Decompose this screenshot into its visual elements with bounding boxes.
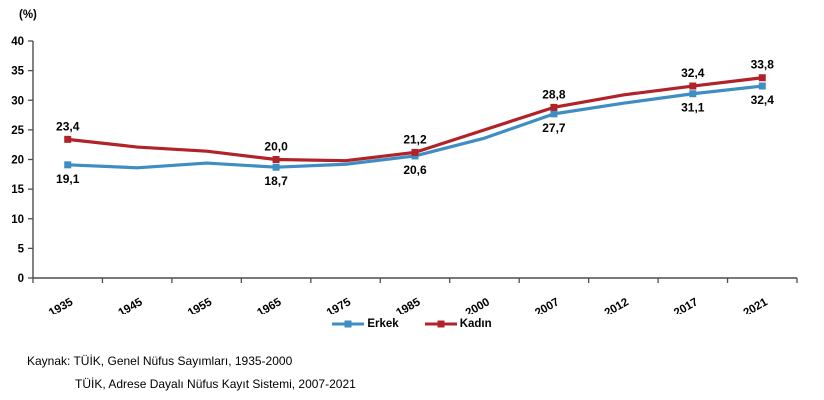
data-label-erkek: 20,6 <box>403 163 427 177</box>
legend-item-kadin: Kadın <box>424 318 492 330</box>
data-label-erkek: 19,1 <box>56 172 80 186</box>
x-axis-tick-label: 1985 <box>394 296 423 314</box>
x-axis-tick-label: 1965 <box>255 296 284 314</box>
series-marker-kadin <box>550 103 558 111</box>
y-axis-unit-label: (%) <box>19 9 37 21</box>
y-axis-tick-label: 10 <box>11 214 24 226</box>
chart-legend: Erkek Kadın <box>0 318 824 330</box>
series-marker-erkek <box>411 152 419 160</box>
legend-item-erkek: Erkek <box>332 318 399 330</box>
x-axis-tick-label: 2021 <box>742 296 771 314</box>
data-label-kadin: 23,4 <box>56 119 80 133</box>
series-marker-kadin <box>272 156 280 163</box>
x-axis-tick-label: 2017 <box>672 296 700 314</box>
y-axis-tick-label: 15 <box>11 184 24 196</box>
data-label-kadin: 28,8 <box>542 87 566 101</box>
legend-label-erkek: Erkek <box>367 318 399 330</box>
source-note: Kaynak: TÜİK, Genel Nüfus Sayımları, 193… <box>27 350 356 396</box>
y-axis-tick-label: 0 <box>18 273 24 285</box>
source-line-2: TÜİK, Adrese Dayalı Nüfus Kayıt Sistemi,… <box>75 377 356 391</box>
series-marker-erkek <box>64 161 72 169</box>
data-label-erkek: 31,1 <box>681 101 705 115</box>
data-label-kadin: 32,4 <box>681 66 705 80</box>
x-axis-tick-label: 1955 <box>186 296 215 314</box>
legend-swatch-erkek <box>332 320 365 328</box>
series-marker-kadin <box>64 135 72 143</box>
series-marker-kadin <box>758 74 766 82</box>
data-label-erkek: 18,7 <box>264 174 288 188</box>
source-line-1: Kaynak: TÜİK, Genel Nüfus Sayımları, 193… <box>27 354 293 368</box>
legend-swatch-kadin <box>424 320 457 328</box>
y-axis-tick-label: 5 <box>18 243 25 255</box>
data-label-kadin: 20,0 <box>264 140 288 154</box>
series-marker-kadin <box>689 82 697 90</box>
data-label-erkek: 32,4 <box>751 93 775 107</box>
y-axis-tick-label: 25 <box>11 125 24 137</box>
series-marker-erkek <box>550 110 558 118</box>
series-marker-erkek <box>758 82 766 90</box>
series-marker-erkek <box>272 163 280 171</box>
data-label-erkek: 27,7 <box>542 121 566 135</box>
x-axis-tick-label: 1945 <box>117 296 146 314</box>
x-axis-tick-label: 2000 <box>464 296 492 314</box>
x-axis-tick-label: 1975 <box>325 296 354 314</box>
x-axis-tick-label: 1935 <box>47 296 76 314</box>
series-line-kadin <box>66 76 764 163</box>
data-label-kadin: 21,2 <box>403 132 427 146</box>
series-marker-kadin <box>411 148 419 156</box>
legend-label-kadin: Kadın <box>459 318 492 330</box>
x-axis-tick-label: 2012 <box>603 296 631 314</box>
chart-svg: 0 5 10 15 20 25 30 35 40 1935 1945 1955 1965 1975 1985… <box>11 36 798 319</box>
series-marker-erkek <box>689 90 697 98</box>
y-axis-tick-label: 40 <box>11 36 24 48</box>
data-label-kadin: 33,8 <box>751 58 775 72</box>
y-axis-tick-label: 30 <box>11 95 24 107</box>
y-axis-tick-label: 35 <box>11 66 24 78</box>
x-axis-tick-label: 2007 <box>533 296 561 314</box>
y-axis-tick-label: 20 <box>11 155 24 167</box>
